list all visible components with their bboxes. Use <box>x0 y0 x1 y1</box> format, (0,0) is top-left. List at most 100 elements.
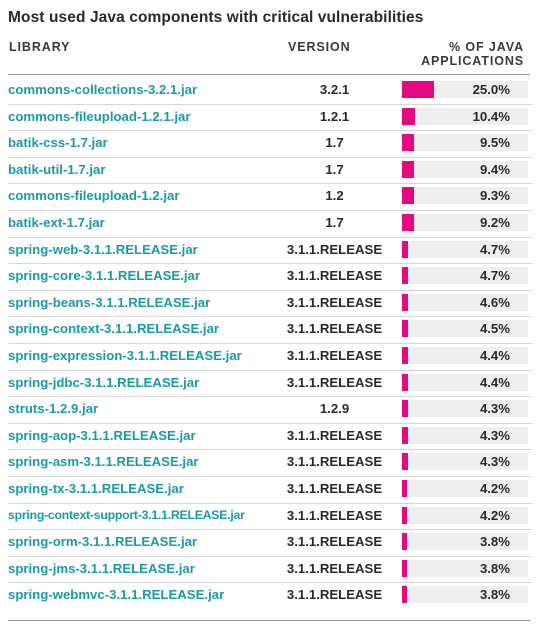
library-name[interactable]: spring-orm-3.1.1.RELEASE.jar <box>8 534 198 550</box>
library-version: 3.1.1.RELEASE <box>286 268 383 284</box>
library-name[interactable]: commons-fileupload-1.2.jar <box>8 188 180 204</box>
row-divider <box>8 529 532 531</box>
library-name[interactable]: spring-jms-3.1.1.RELEASE.jar <box>8 560 195 576</box>
library-version: 3.1.1.RELEASE <box>286 427 383 443</box>
row-divider <box>8 422 532 424</box>
percent-bar <box>402 533 407 551</box>
percent-bar <box>402 267 409 285</box>
library-name[interactable]: spring-asm-3.1.1.RELEASE.jar <box>8 454 199 470</box>
bar-track <box>402 559 528 577</box>
library-name[interactable]: spring-expression-3.1.1.RELEASE.jar <box>8 348 242 363</box>
percent-label: 4.7% <box>479 241 510 257</box>
percent-bar <box>402 506 408 524</box>
library-name[interactable]: struts-1.2.9.jar <box>8 401 99 417</box>
percent-label: 4.4% <box>479 348 510 363</box>
percent-bar <box>402 586 407 604</box>
percent-label: 3.8% <box>479 534 510 550</box>
row-divider <box>8 342 532 344</box>
table-row: commons-collections-3.2.1.jar 3.2.1 25.0% <box>0 78 550 105</box>
percent-bar <box>402 293 408 311</box>
table-row: commons-fileupload-1.2.jar 1.2 9.3% <box>0 184 550 211</box>
column-header-version: VERSION <box>288 40 351 54</box>
percent-label: 25.0% <box>472 82 510 97</box>
bar-track <box>402 160 528 178</box>
library-version: 3.1.1.RELEASE <box>286 454 383 470</box>
table-row: batik-ext-1.7.jar 1.7 9.2% <box>0 211 550 238</box>
table-row: commons-fileupload-1.2.1.jar 1.2.1 10.4% <box>0 105 550 132</box>
table-row: spring-jdbc-3.1.1.RELEASE.jar 3.1.1.RELEA… <box>0 371 550 398</box>
library-name[interactable]: batik-ext-1.7.jar <box>8 215 105 230</box>
library-name[interactable]: batik-css-1.7.jar <box>8 135 108 151</box>
bar-track <box>402 293 528 311</box>
bar-track <box>402 506 528 524</box>
row-divider <box>8 103 532 105</box>
library-name[interactable]: spring-beans-3.1.1.RELEASE.jar <box>8 294 211 310</box>
bar-track <box>402 187 528 205</box>
bar-track <box>402 267 528 285</box>
library-name[interactable]: spring-web-3.1.1.RELEASE.jar <box>8 241 198 257</box>
header-divider <box>8 74 530 75</box>
library-version: 3.1.1.RELEASE <box>286 560 383 576</box>
library-name[interactable]: batik-util-1.7.jar <box>8 161 106 177</box>
library-version: 1.2.1 <box>319 108 350 124</box>
library-version: 1.7 <box>325 161 344 177</box>
percent-label: 4.3% <box>479 454 510 470</box>
library-name[interactable]: spring-context-support-3.1.1.RELEASE.jar <box>8 507 245 522</box>
bar-track <box>402 373 528 391</box>
table-row: spring-webmvc-3.1.1.RELEASE.jar 3.1.1.REL… <box>0 583 550 610</box>
bar-track <box>402 480 528 497</box>
percent-bar <box>402 373 408 391</box>
row-divider <box>8 369 532 371</box>
library-version: 1.2 <box>325 188 344 204</box>
percent-bar <box>402 426 408 444</box>
library-version: 3.1.1.RELEASE <box>286 374 383 390</box>
table-row: spring-orm-3.1.1.RELEASE.jar 3.1.1.RELEAS… <box>0 530 550 557</box>
table-row: spring-core-3.1.1.RELEASE.jar 3.1.1.RELEA… <box>0 264 550 291</box>
table-row: spring-web-3.1.1.RELEASE.jar 3.1.1.RELEAS… <box>0 238 550 265</box>
bar-track <box>402 134 528 152</box>
table-row: struts-1.2.9.jar 1.2.9 4.3% <box>0 397 550 424</box>
percent-bar <box>402 559 407 577</box>
table-row: batik-css-1.7.jar 1.7 9.5% <box>0 131 550 158</box>
percent-bar <box>402 320 408 338</box>
percent-label: 4.3% <box>479 427 510 443</box>
row-divider <box>8 209 532 211</box>
row-divider <box>8 156 532 158</box>
library-name[interactable]: spring-tx-3.1.1.RELEASE.jar <box>8 481 184 496</box>
row-divider <box>8 236 532 238</box>
bar-track <box>402 533 528 551</box>
bar-track <box>402 347 528 364</box>
percent-label: 4.6% <box>479 294 510 310</box>
row-divider <box>8 582 532 584</box>
percent-bar <box>402 400 408 418</box>
library-name[interactable]: spring-core-3.1.1.RELEASE.jar <box>8 268 201 284</box>
table-row: spring-beans-3.1.1.RELEASE.jar 3.1.1.RELE… <box>0 291 550 318</box>
row-divider <box>8 263 532 265</box>
library-name[interactable]: spring-context-3.1.1.RELEASE.jar <box>8 321 220 337</box>
table-row: spring-asm-3.1.1.RELEASE.jar 3.1.1.RELEAS… <box>0 450 550 477</box>
library-name[interactable]: commons-fileupload-1.2.1.jar <box>8 108 191 124</box>
percent-label: 4.2% <box>479 481 510 496</box>
table-row: spring-jms-3.1.1.RELEASE.jar 3.1.1.RELEAS… <box>0 557 550 584</box>
bar-track <box>402 400 528 418</box>
library-version: 3.1.1.RELEASE <box>286 321 383 337</box>
percent-bar <box>402 480 408 497</box>
percent-label: 10.4% <box>472 108 510 124</box>
library-version: 1.2.9 <box>319 401 350 417</box>
row-divider <box>8 289 532 291</box>
column-header-percent: % OF JAVA APPLICATIONS <box>402 40 524 68</box>
table-bottom-divider <box>8 620 530 621</box>
library-name[interactable]: spring-aop-3.1.1.RELEASE.jar <box>8 427 196 443</box>
bar-track <box>402 81 528 98</box>
library-version: 1.7 <box>325 135 344 151</box>
percent-label: 4.7% <box>479 268 510 284</box>
column-header-percent-line1: % OF JAVA <box>448 40 524 54</box>
column-header-percent-line2: APPLICATIONS <box>421 54 524 68</box>
library-version: 3.1.1.RELEASE <box>286 481 383 496</box>
library-name[interactable]: spring-jdbc-3.1.1.RELEASE.jar <box>8 374 200 390</box>
library-version: 3.2.1 <box>319 82 350 97</box>
library-name[interactable]: commons-collections-3.2.1.jar <box>8 82 198 97</box>
table-row: spring-aop-3.1.1.RELEASE.jar 3.1.1.RELEAS… <box>0 424 550 451</box>
library-name[interactable]: spring-webmvc-3.1.1.RELEASE.jar <box>8 587 225 603</box>
percent-bar <box>402 240 409 258</box>
